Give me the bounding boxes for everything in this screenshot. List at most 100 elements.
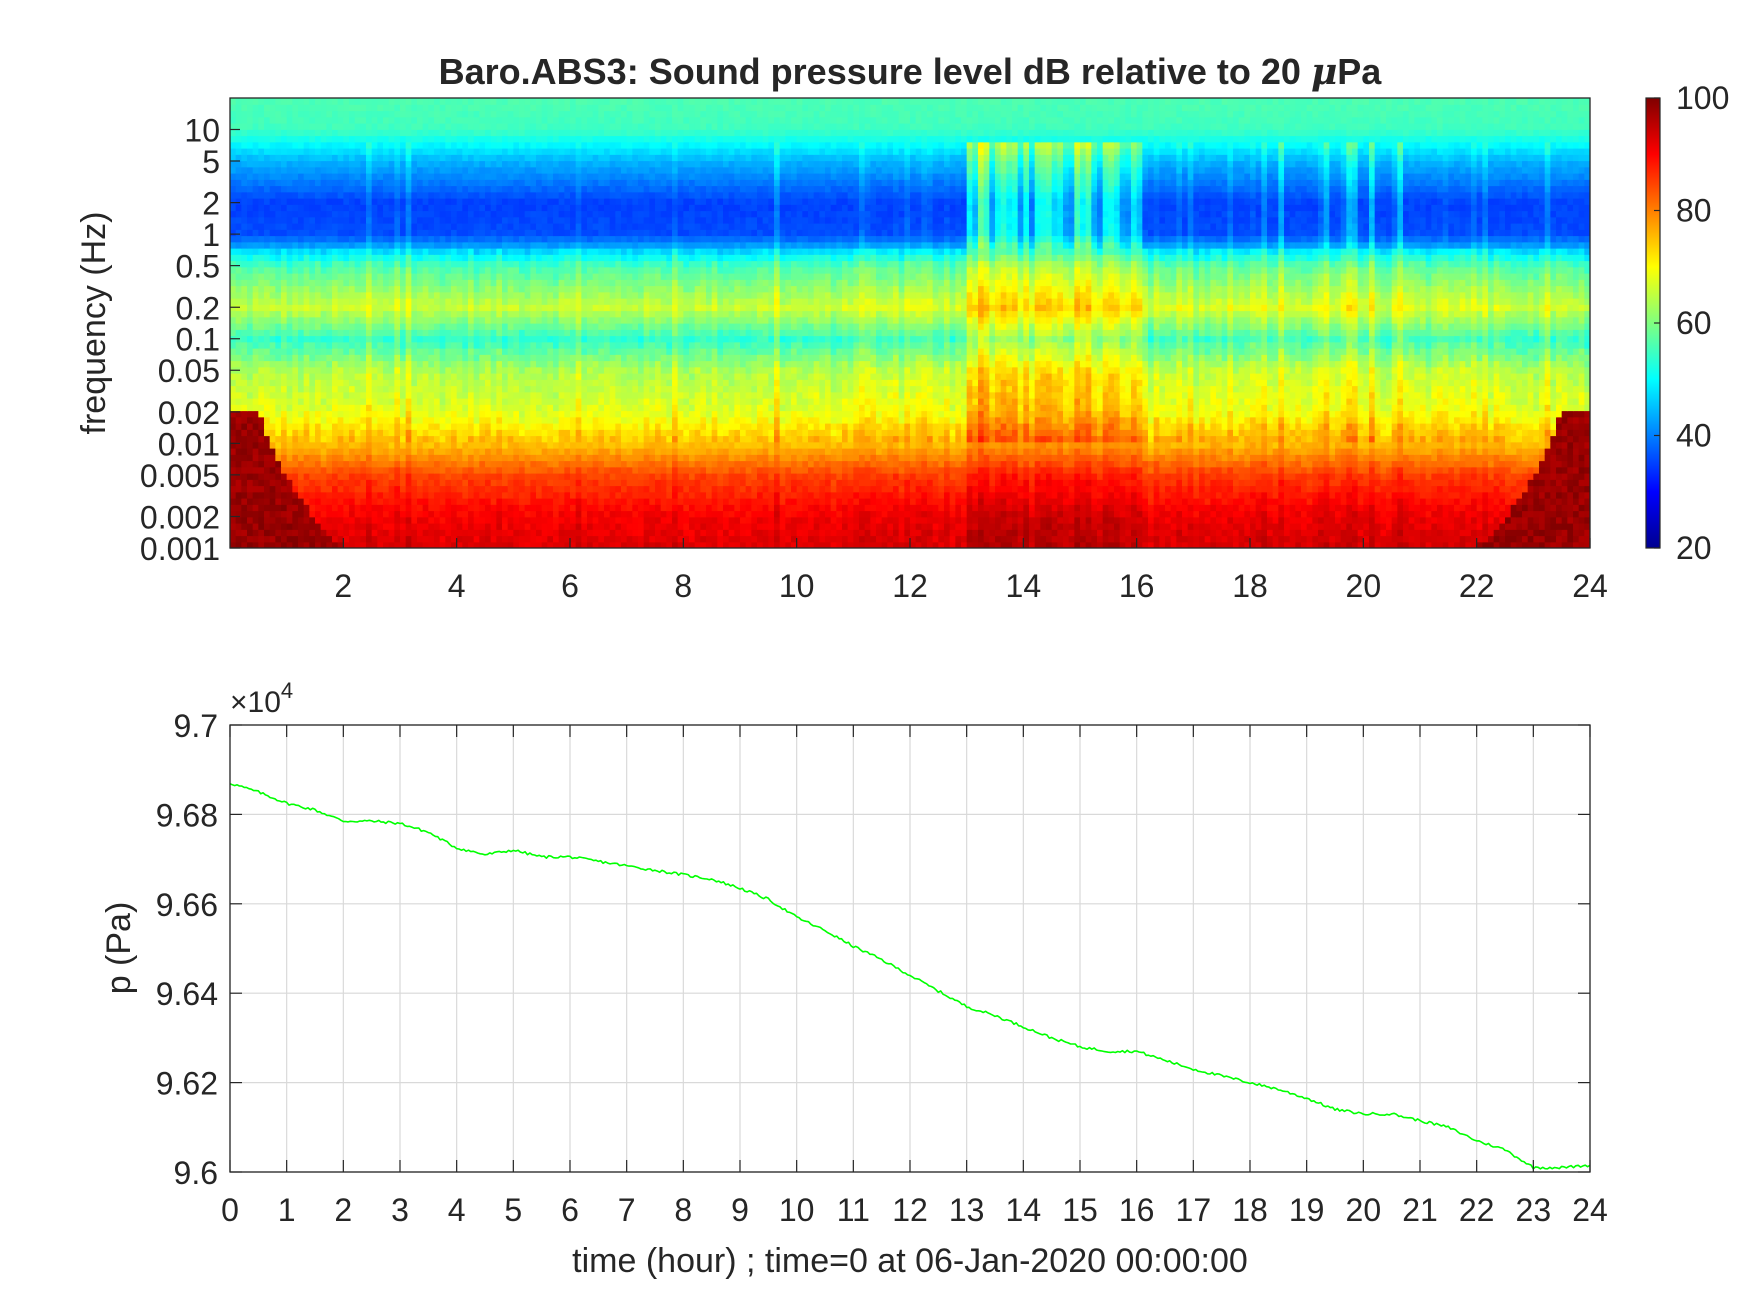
spectrogram-cell: [332, 523, 339, 530]
spectrogram-cell: [1442, 454, 1449, 462]
spectrogram-cell: [864, 510, 871, 518]
spectrogram-cell: [751, 466, 758, 474]
spectrogram-cell: [796, 529, 803, 537]
spectrogram-cell: [1397, 541, 1404, 548]
spectrogram-cell: [1204, 423, 1211, 430]
spectrogram-cell: [1080, 516, 1087, 524]
spectrogram-cell: [1499, 448, 1506, 455]
spectrogram-cell: [870, 529, 877, 537]
spectrogram-cell: [598, 416, 605, 424]
spectrogram-cell: [587, 529, 594, 537]
spectrogram-cell: [1108, 460, 1115, 468]
spectrogram-cell: [1414, 466, 1421, 474]
spectrogram-cell: [723, 510, 730, 518]
spectrogram-cell: [547, 523, 554, 530]
spectrogram-cell: [468, 541, 475, 548]
spectrogram-cell: [904, 473, 911, 480]
spectrogram-cell: [354, 435, 361, 443]
spectrogram-cell: [927, 466, 934, 474]
spectrogram-cell: [564, 441, 571, 449]
spectrogram-cell: [825, 416, 832, 424]
spectrogram-cell: [1380, 491, 1387, 499]
spectrogram-cell: [1488, 479, 1495, 487]
spectrogram-cell: [1386, 523, 1393, 530]
spectrogram-cell: [802, 435, 809, 443]
spectrogram-cell: [768, 416, 775, 424]
spectrogram-cell: [1346, 541, 1353, 548]
spectrogram-cell: [1425, 441, 1432, 449]
spectrogram-cell: [320, 510, 327, 518]
spectrogram-cell: [791, 491, 798, 499]
spectrogram-cell: [745, 429, 752, 437]
spectrogram-cell: [774, 479, 781, 487]
spectrogram-cell: [558, 535, 565, 543]
spectrogram-cell: [400, 448, 407, 455]
spectrogram-cell: [1561, 491, 1568, 499]
spectrogram-cell: [394, 441, 401, 449]
spectrogram-cell: [1391, 423, 1398, 430]
spectrogram-cell: [740, 516, 747, 524]
spectrogram-cell: [570, 435, 577, 443]
spectrogram-cell: [1420, 441, 1427, 449]
spectrogram-cell: [485, 441, 492, 449]
spectrogram-cell: [1165, 491, 1172, 499]
spectrogram-cell: [1023, 498, 1030, 505]
spectrogram-cell: [1176, 498, 1183, 505]
spectrogram-cell: [717, 466, 724, 474]
spectrogram-cell: [779, 473, 786, 480]
spectrogram-cell: [1352, 466, 1359, 474]
spectrogram-cell: [445, 491, 452, 499]
spectrogram-cell: [961, 435, 968, 443]
spectrogram-cell: [417, 485, 424, 493]
spectrogram-cell: [898, 435, 905, 443]
spectrogram-cell: [1176, 523, 1183, 530]
spectrogram-cell: [1505, 491, 1512, 499]
spectrogram-cell: [1210, 416, 1217, 424]
spectrogram-cell: [887, 541, 894, 548]
spectrogram-cell: [791, 423, 798, 430]
spectrogram-cell: [1289, 498, 1296, 505]
spectrogram-cell: [853, 529, 860, 537]
spectrogram-cell: [1584, 498, 1590, 505]
spectrogram-cell: [422, 460, 429, 468]
spectrogram-cell: [553, 423, 560, 430]
spectrogram-cell: [626, 441, 633, 449]
spectrogram-cell: [966, 473, 973, 480]
spectrogram-cell: [247, 435, 254, 443]
spectrogram-cell: [513, 504, 520, 512]
spectrogram-cell: [683, 441, 690, 449]
spectrogram-cell: [881, 541, 888, 548]
spectrogram-cell: [1295, 491, 1302, 499]
spectrogram-cell: [247, 460, 254, 468]
spectrogram-cell: [1539, 491, 1546, 499]
spectrogram-cell: [1567, 523, 1574, 530]
spectrogram-cell: [1006, 485, 1013, 493]
spectrogram-cell: [1255, 435, 1262, 443]
spectrogram-cell: [1516, 429, 1523, 437]
spectrogram-cell: [1499, 523, 1506, 530]
spectrogram-cell: [1425, 535, 1432, 543]
spectrogram-cell: [1561, 516, 1568, 524]
spectrogram-cell: [672, 535, 679, 543]
spectrogram-cell: [530, 454, 537, 462]
spectrogram-cell: [1408, 541, 1415, 548]
spectrogram-cell: [1425, 460, 1432, 468]
spectrogram-cell: [972, 454, 979, 462]
spectrogram-cell: [632, 504, 639, 512]
spectrogram-cell: [1420, 473, 1427, 480]
spectrogram-cell: [779, 466, 786, 474]
spectrogram-cell: [1040, 460, 1047, 468]
spectrogram-cell: [309, 416, 316, 424]
spectrogram-cell: [830, 473, 837, 480]
spectrogram-cell: [309, 516, 316, 524]
spectrogram-cell: [315, 448, 322, 455]
spectrogram-cell: [978, 529, 985, 537]
spectrogram-cell: [1074, 448, 1081, 455]
spectrogram-cell: [547, 535, 554, 543]
spectrogram-cell: [383, 435, 390, 443]
spectrogram-cell: [1374, 466, 1381, 474]
spectrogram-cell: [1040, 535, 1047, 543]
spectrogram-cell: [1289, 535, 1296, 543]
spectrogram-cell: [592, 435, 599, 443]
spectrogram-cell: [1261, 423, 1268, 430]
